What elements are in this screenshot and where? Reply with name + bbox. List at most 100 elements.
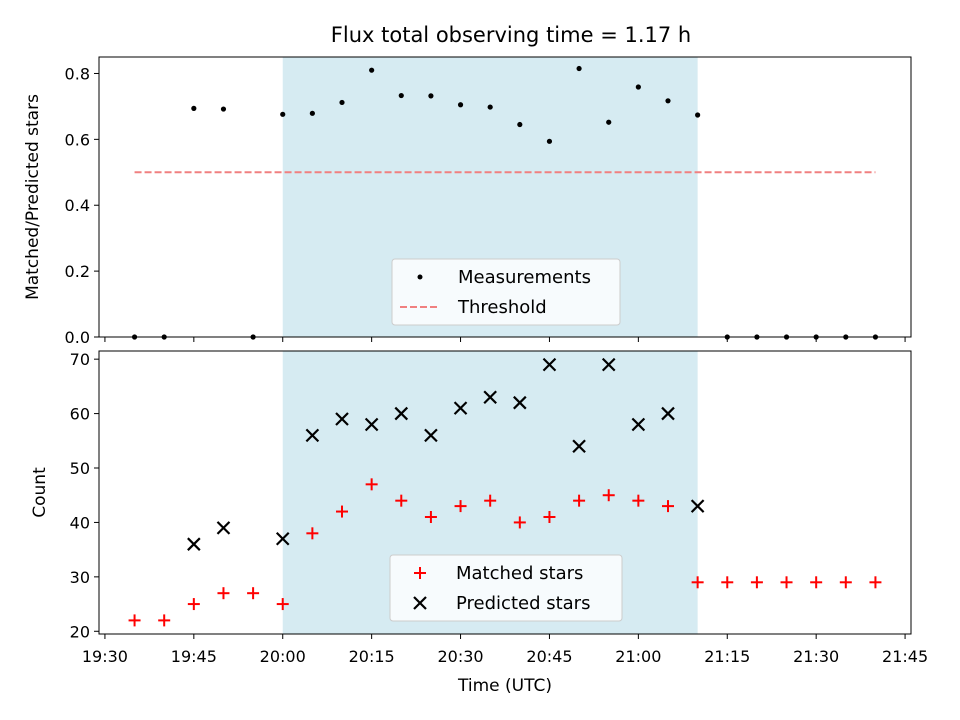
- predicted-stars-points: [187, 357, 705, 551]
- x-tick-label: 20:30: [437, 647, 483, 666]
- predicted-star-point: [631, 417, 646, 432]
- x-tick-label: 21:45: [882, 647, 928, 666]
- matched-star-point: [365, 478, 378, 491]
- x-tick-label: 19:30: [82, 647, 128, 666]
- y-tick-label: 0.8: [65, 64, 90, 83]
- measurement-point: [665, 98, 671, 104]
- measurement-point: [309, 110, 315, 116]
- matched-star-point: [276, 598, 289, 611]
- measurement-point: [517, 121, 523, 128]
- x-tick-label: 20:45: [526, 647, 572, 666]
- bottom-legend: Matched stars Predicted stars: [389, 554, 623, 622]
- measurement-point: [546, 138, 553, 144]
- measurement-point: [635, 84, 641, 90]
- matched-star-point: [780, 576, 793, 589]
- top-y-ticks: 0.0 0.2 0.4 0.6 0.8: [65, 64, 99, 347]
- legend-matched-marker: [414, 567, 426, 579]
- matched-star-point: [632, 494, 645, 507]
- y-tick-label: 60: [70, 405, 90, 424]
- x-tick-label: 20:15: [349, 647, 395, 666]
- matched-star-point: [721, 576, 734, 589]
- x-tick-label: 21:30: [793, 647, 839, 666]
- measurement-point: [606, 119, 612, 125]
- matched-star-point: [750, 576, 763, 589]
- bottom-y-ticks: 20 30 40 50 60 70: [70, 350, 99, 641]
- matched-star-point: [543, 510, 556, 523]
- bottom-y-axis-label: Count: [30, 467, 50, 518]
- measurement-point: [576, 65, 582, 72]
- legend-predicted-label: Predicted stars: [456, 593, 590, 614]
- bottom-x-ticks: 19:30 19:45 20:00 20:15 20:30 20:45 21:00 21:15…: [82, 634, 928, 666]
- top-y-axis-label: Matched/Predicted stars: [23, 94, 43, 300]
- legend-plus-glyph: [414, 567, 426, 579]
- x-tick-label: 21:00: [615, 647, 661, 666]
- y-tick-label: 50: [70, 459, 90, 478]
- legend-threshold-label: Threshold: [457, 297, 547, 318]
- chart-title: Flux total observing time = 1.17 h: [331, 23, 691, 47]
- legend-x-glyph: [413, 596, 427, 610]
- measurement-point: [487, 104, 493, 110]
- ratio-panel: 0.0 0.2 0.4 0.6 0.8 Flux total observing tim…: [23, 23, 912, 347]
- measurement-point: [457, 102, 464, 108]
- y-tick-label: 0.4: [65, 196, 90, 215]
- y-tick-label: 70: [70, 350, 90, 369]
- matched-stars-points: [128, 478, 882, 627]
- top-legend-box: [391, 258, 621, 326]
- x-tick-label: 21:15: [704, 647, 750, 666]
- bottom-legend-box: [389, 554, 623, 622]
- matched-star-point: [187, 598, 200, 611]
- matched-star-point: [217, 587, 230, 600]
- matched-star-point: [128, 614, 141, 627]
- matched-star-point: [602, 489, 615, 502]
- predicted-star-point: [394, 406, 409, 421]
- measurement-point: [280, 111, 286, 117]
- measurement-point: [428, 93, 434, 99]
- predicted-star-point: [453, 401, 468, 415]
- y-tick-label: 0.2: [65, 262, 90, 281]
- predicted-star-point: [187, 537, 201, 551]
- predicted-star-point: [305, 428, 320, 443]
- y-tick-label: 0.6: [65, 130, 90, 149]
- predicted-star-point: [275, 531, 290, 546]
- predicted-star-point: [690, 499, 705, 513]
- predicted-star-point: [572, 439, 586, 454]
- predicted-star-point: [335, 412, 349, 426]
- matched-star-point: [691, 576, 704, 589]
- predicted-star-point: [542, 357, 557, 372]
- legend-measurements-marker: [417, 274, 423, 280]
- count-panel: 20 30 40 50 60 70 19:30 19:45 20:00 20:15 20:30 20…: [30, 350, 928, 696]
- measurement-point: [369, 67, 375, 73]
- measurement-point: [339, 99, 345, 106]
- x-tick-label: 20:00: [260, 647, 306, 666]
- matched-star-point: [247, 587, 260, 600]
- matched-star-point: [869, 576, 882, 589]
- matched-star-point: [158, 614, 171, 627]
- predicted-star-point: [216, 521, 231, 535]
- measurement-point: [695, 112, 701, 118]
- matched-star-point: [336, 505, 349, 518]
- matched-star-point: [424, 510, 437, 523]
- top-axes-frame: [98, 56, 912, 338]
- matched-star-point: [484, 494, 497, 507]
- predicted-star-point: [483, 390, 497, 405]
- top-x-ticks: [104, 337, 906, 342]
- y-tick-label: 0.0: [65, 328, 90, 347]
- matched-star-point: [810, 576, 823, 589]
- legend-measurements-label: Measurements: [458, 267, 591, 288]
- legend-predicted-marker: [413, 596, 427, 610]
- predicted-star-point: [513, 395, 527, 410]
- measurement-point: [398, 92, 404, 99]
- matched-star-point: [454, 500, 467, 513]
- predicted-star-point: [364, 417, 379, 432]
- predicted-star-point: [601, 357, 616, 372]
- predicted-star-point: [424, 428, 438, 443]
- matched-star-point: [306, 527, 319, 540]
- matched-star-point: [513, 516, 526, 529]
- x-tick-label: 19:45: [171, 647, 217, 666]
- bottom-axes-frame: [98, 350, 912, 635]
- measurement-point: [191, 105, 197, 111]
- matched-star-point: [395, 494, 408, 507]
- y-tick-label: 20: [70, 622, 90, 641]
- top-legend: Measurements Threshold: [391, 258, 621, 326]
